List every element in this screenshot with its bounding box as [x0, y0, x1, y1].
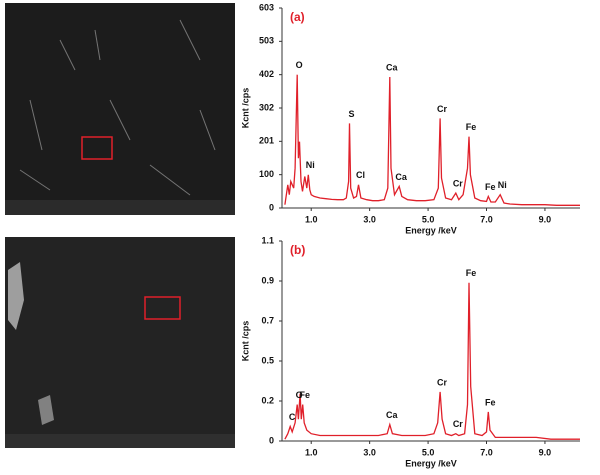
y-axis-label: Kcnt /cps: [240, 321, 250, 362]
panel-label: (b): [290, 243, 305, 257]
peak-label: Cr: [437, 104, 447, 114]
peak-label: Fe: [466, 122, 477, 132]
peak-label: Fe: [485, 397, 496, 407]
deposit: [8, 262, 24, 330]
fibers: [19, 19, 216, 196]
x-tick-label: 1.0: [305, 214, 318, 224]
micrograph: [5, 237, 235, 448]
peak-label: Fe: [485, 182, 496, 192]
x-tick-label: 3.0: [363, 214, 376, 224]
peak-label: Cr: [453, 419, 463, 429]
y-tick-label: 0: [269, 435, 274, 445]
peak-label: S: [348, 109, 354, 119]
sem-image-b: [5, 237, 235, 448]
y-tick-label: 0.7: [261, 315, 274, 325]
x-tick-label: 1.0: [305, 447, 318, 457]
micrograph: [5, 3, 235, 215]
peak-label: Ca: [395, 172, 407, 182]
y-tick-label: 201: [259, 136, 274, 146]
peak-label: O: [296, 60, 303, 70]
peak-label: Fe: [299, 390, 310, 400]
y-tick-label: 100: [259, 169, 274, 179]
y-tick-label: 302: [259, 102, 274, 112]
y-tick-label: 0.9: [261, 275, 274, 285]
selection-box: [81, 136, 113, 160]
y-tick-label: 503: [259, 36, 274, 46]
x-tick-label: 5.0: [422, 214, 435, 224]
y-axis-label: Kcnt /cps: [240, 88, 250, 129]
selection-box: [144, 296, 181, 320]
peak-label: Fe: [466, 268, 477, 278]
peak-label: Ca: [386, 410, 398, 420]
sem-image-a: [5, 3, 235, 215]
peak-label: Cl: [356, 170, 365, 180]
y-tick-label: 1.1: [261, 235, 274, 245]
x-tick-label: 7.0: [480, 214, 493, 224]
deposit: [38, 395, 54, 425]
spectrum-line: [284, 282, 580, 440]
peak-label: C: [289, 412, 296, 422]
peak-label: Ca: [386, 62, 398, 72]
peak-label: Ni: [306, 160, 315, 170]
y-tick-label: 402: [259, 69, 274, 79]
y-tick-label: 0.2: [261, 395, 274, 405]
x-tick-label: 9.0: [539, 447, 552, 457]
x-tick-label: 7.0: [480, 447, 493, 457]
peak-label: Ni: [498, 180, 507, 190]
panel-label: (a): [290, 10, 305, 24]
x-tick-label: 3.0: [363, 447, 376, 457]
y-tick-label: 603: [259, 2, 274, 12]
x-axis-label: Energy /keV: [405, 225, 457, 235]
peak-label: Cr: [437, 377, 447, 387]
y-tick-label: 0.5: [261, 355, 274, 365]
peak-label: Cr: [453, 178, 463, 188]
peak-label: O: [296, 390, 303, 400]
spectrum-line: [284, 74, 580, 206]
x-axis-label: Energy /keV: [405, 458, 457, 468]
info-bar: [5, 200, 235, 215]
x-tick-label: 9.0: [539, 214, 552, 224]
x-tick-label: 5.0: [422, 447, 435, 457]
y-tick-label: 0: [269, 202, 274, 212]
info-bar: [5, 434, 235, 448]
